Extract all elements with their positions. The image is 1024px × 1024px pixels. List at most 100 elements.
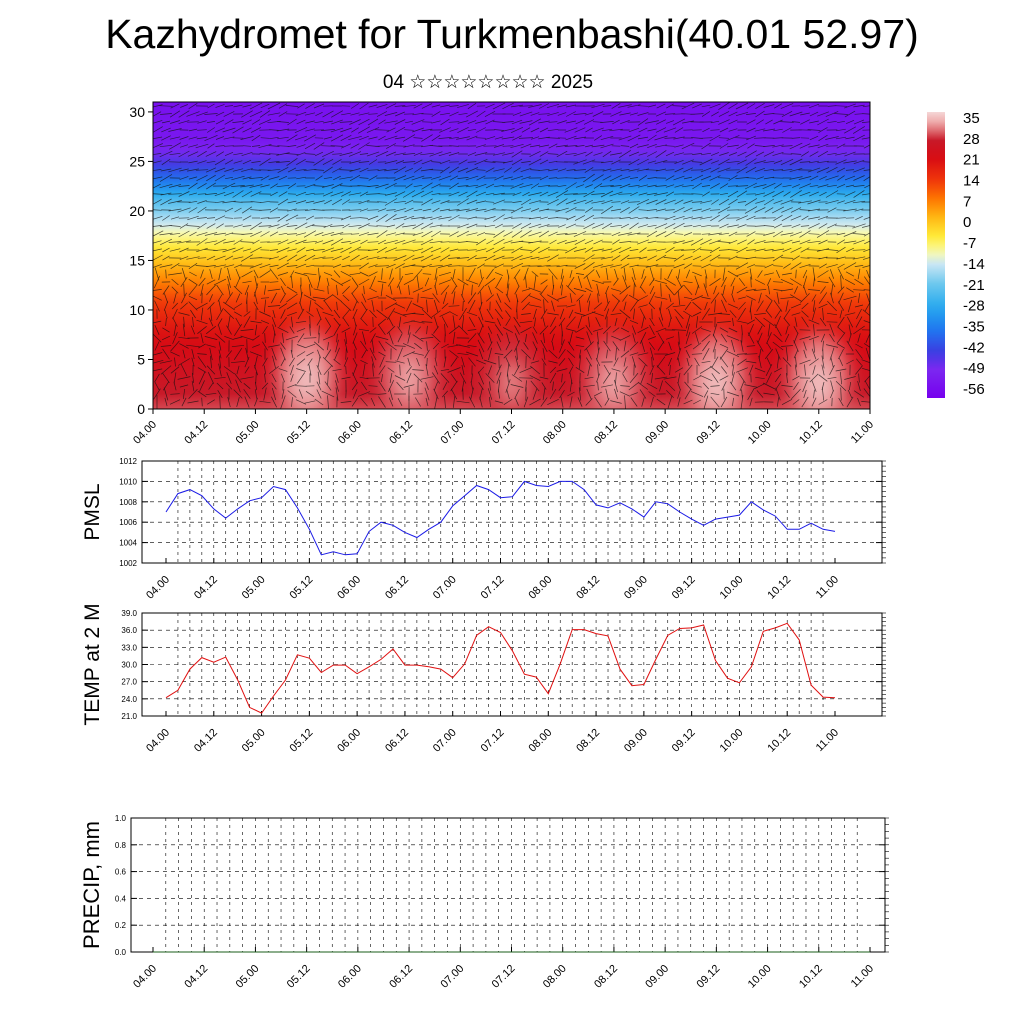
wind-vector — [666, 103, 674, 109]
wind-vector — [812, 365, 816, 375]
wind-vector — [222, 182, 236, 190]
wind-vector — [258, 209, 272, 211]
wind-vector — [731, 339, 735, 353]
wind-vector — [594, 396, 602, 408]
wind-vector — [287, 248, 297, 252]
wind-vector — [227, 276, 231, 288]
wind-vector — [622, 317, 628, 327]
wind-vector — [513, 269, 521, 279]
wind-vector — [758, 292, 762, 304]
wind-vector — [394, 208, 406, 212]
wind-vector — [774, 373, 782, 383]
wind-vector — [592, 232, 604, 236]
wind-vector — [245, 347, 249, 361]
wind-vector — [638, 192, 648, 196]
wind-vector — [597, 341, 599, 351]
warm-core-center — [702, 359, 731, 408]
wind-vector — [280, 286, 286, 294]
wind-vector — [717, 206, 731, 214]
wind-vector — [855, 365, 863, 375]
wind-vector — [395, 160, 405, 164]
wind-vector — [799, 230, 811, 238]
wind-vector — [807, 167, 821, 173]
wind-vector — [489, 396, 491, 408]
wind-vector — [278, 303, 288, 309]
wind-vector — [170, 351, 180, 357]
wind-vector — [307, 358, 313, 366]
wind-vector — [709, 254, 721, 262]
wind-vector — [314, 120, 324, 124]
wind-vector — [163, 301, 169, 311]
wind-vector — [505, 341, 511, 351]
wind-vector — [249, 351, 263, 357]
wind-vector — [287, 145, 297, 147]
wind-vector — [547, 398, 559, 406]
wind-vector — [718, 137, 730, 139]
wind-vector — [620, 350, 630, 358]
wind-vector — [539, 208, 549, 212]
wind-vector — [775, 315, 781, 329]
wind-vector — [510, 384, 524, 388]
wind-vector — [493, 246, 505, 254]
wind-vector — [514, 388, 520, 400]
x-tick-label: 10.00 — [718, 727, 746, 755]
x-tick-label: 11.00 — [849, 963, 876, 990]
wind-vector — [672, 118, 686, 126]
wind-vector — [773, 333, 783, 343]
wind-vector — [700, 254, 712, 262]
wind-vector — [809, 373, 819, 383]
wind-vector — [479, 396, 483, 408]
wind-vector — [618, 135, 632, 141]
wind-vector — [178, 120, 190, 124]
wind-vector — [313, 341, 325, 351]
wind-vector — [385, 232, 397, 236]
wind-vector — [627, 104, 641, 108]
wind-vector — [525, 380, 527, 392]
wind-vector — [501, 136, 515, 140]
wind-vector — [675, 316, 683, 328]
wind-vector — [375, 150, 389, 158]
wind-vector — [278, 232, 288, 236]
wind-vector — [864, 301, 870, 312]
wind-vector — [389, 268, 393, 280]
wind-vector — [764, 249, 774, 251]
wind-vector — [503, 231, 513, 237]
wind-vector — [197, 120, 207, 124]
wind-vector — [719, 343, 729, 349]
wind-vector — [385, 192, 397, 196]
wind-vector — [179, 384, 189, 388]
wind-vector — [330, 191, 344, 197]
wind-vector — [510, 143, 524, 149]
wind-vector — [222, 200, 236, 204]
wind-vector — [160, 192, 172, 196]
wind-vector — [458, 325, 468, 335]
wind-vector — [424, 387, 430, 401]
wind-vector — [204, 134, 218, 142]
wind-vector — [564, 193, 578, 195]
wind-vector — [573, 288, 587, 292]
wind-vector — [711, 199, 719, 205]
wind-vector — [511, 246, 523, 254]
wind-vector — [250, 222, 262, 230]
wind-vector — [178, 185, 190, 187]
wind-vector — [583, 119, 595, 125]
wind-vector — [862, 105, 870, 108]
wind-vector — [447, 265, 461, 267]
wind-vector — [601, 205, 613, 215]
wind-vector — [664, 137, 676, 139]
wind-vector — [530, 127, 540, 133]
wind-vector — [377, 246, 387, 254]
wind-vector — [530, 360, 540, 364]
wind-vector — [737, 358, 747, 366]
wind-vector — [857, 333, 861, 343]
wind-vector — [348, 224, 362, 228]
wind-vector — [736, 166, 748, 174]
wind-vector — [416, 275, 420, 289]
wind-vector — [732, 317, 734, 327]
wind-vector — [297, 103, 305, 109]
wind-vector — [591, 193, 605, 195]
wind-vector — [297, 308, 305, 320]
wind-vector — [352, 308, 358, 320]
wind-vector — [344, 339, 348, 353]
